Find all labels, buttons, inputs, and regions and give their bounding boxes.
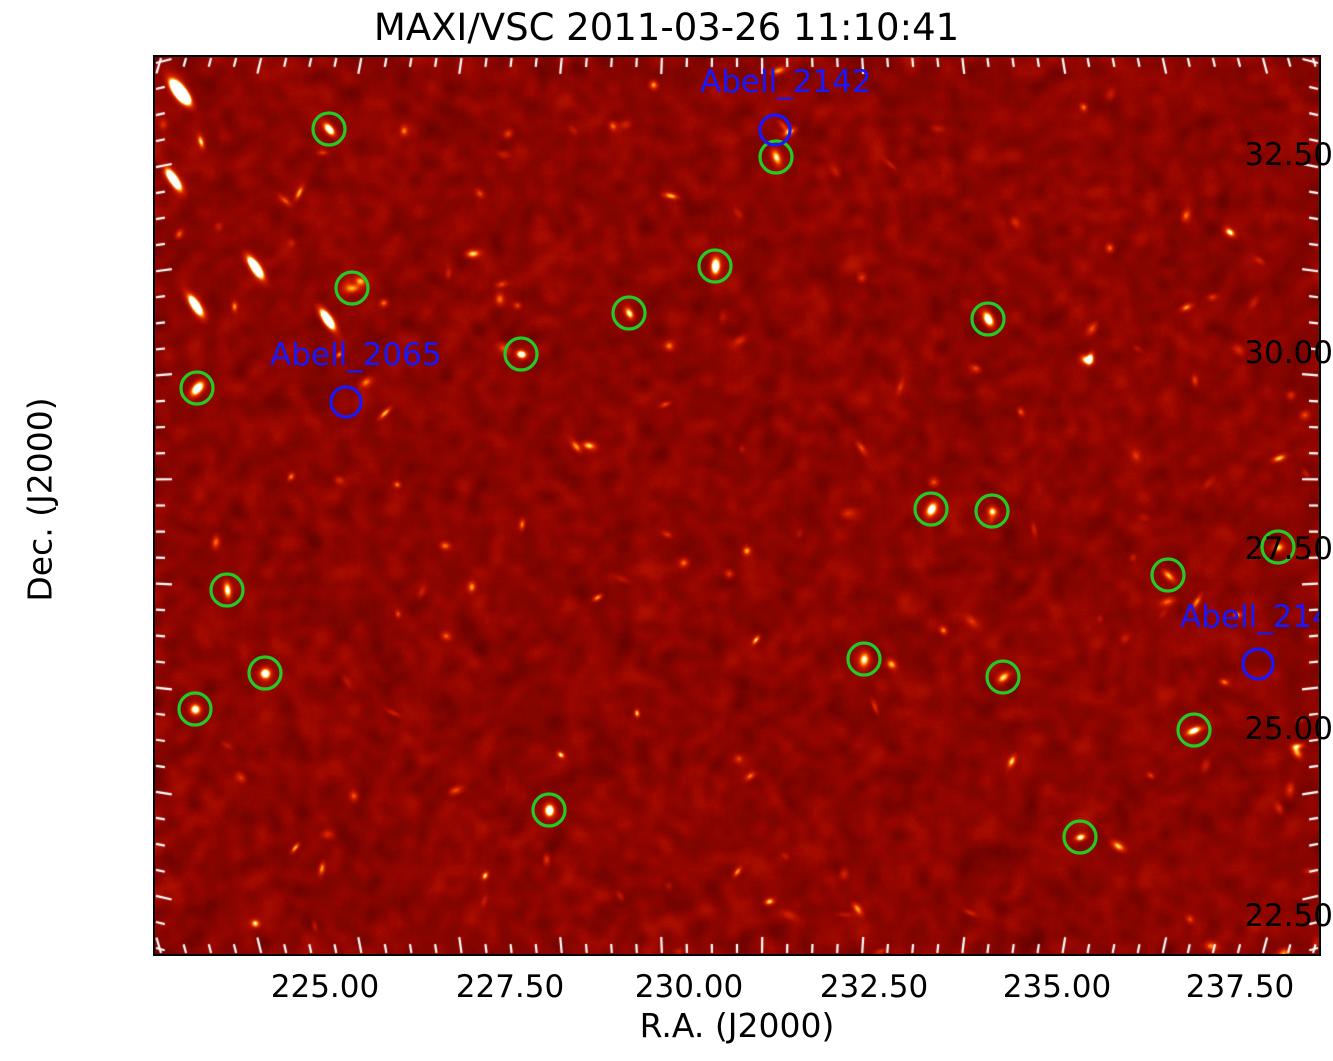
detected-source-marker[interactable] bbox=[247, 655, 283, 691]
detected-source-marker[interactable] bbox=[311, 111, 347, 147]
ytick-label-2: 27.50 bbox=[1244, 531, 1333, 567]
detected-source-marker[interactable] bbox=[177, 691, 213, 727]
detected-source-marker[interactable] bbox=[913, 491, 949, 527]
detected-source-marker[interactable] bbox=[334, 270, 370, 306]
ytick-label-3: 25.00 bbox=[1244, 711, 1333, 747]
sky-image-plot[interactable]: Abell_2142 Abell_2065 Abell_2147 bbox=[155, 57, 1319, 954]
detected-source-marker[interactable] bbox=[985, 659, 1021, 695]
detected-source-marker[interactable] bbox=[974, 493, 1010, 529]
ytick-label-0: 32.50 bbox=[1244, 137, 1333, 173]
source-overlay: Abell_2142 Abell_2065 Abell_2147 bbox=[177, 64, 1319, 855]
detected-source-marker[interactable] bbox=[209, 572, 245, 608]
detected-source-marker[interactable] bbox=[1260, 529, 1296, 565]
detected-source-marker[interactable] bbox=[697, 248, 733, 284]
cluster-marker-abell_2065[interactable] bbox=[329, 385, 363, 419]
cluster-label-abell_2142: Abell_2142 bbox=[700, 64, 872, 100]
xtick-label-5: 237.50 bbox=[1185, 969, 1295, 1005]
cluster-marker-abell_2142[interactable] bbox=[758, 113, 792, 147]
xtick-label-1: 227.50 bbox=[455, 969, 565, 1005]
ytick-label-4: 22.50 bbox=[1244, 898, 1333, 934]
ytick-label-1: 30.00 bbox=[1244, 335, 1333, 371]
detected-source-marker[interactable] bbox=[179, 370, 215, 406]
detected-source-marker[interactable] bbox=[970, 301, 1006, 337]
xtick-label-0: 225.00 bbox=[270, 969, 380, 1005]
detected-source-marker[interactable] bbox=[503, 336, 539, 372]
xray-sky-image bbox=[155, 57, 1319, 954]
page-title: MAXI/VSC 2011-03-26 11:10:41 bbox=[373, 6, 960, 49]
cluster-label-abell_2147: Abell_2147 bbox=[1180, 599, 1319, 635]
cluster-label-abell_2065: Abell_2065 bbox=[270, 337, 442, 373]
xtick-label-3: 232.50 bbox=[819, 969, 929, 1005]
detected-source-marker[interactable] bbox=[1062, 819, 1098, 855]
detected-source-marker[interactable] bbox=[1150, 557, 1186, 593]
x-axis-label: R.A. (J2000) bbox=[639, 1006, 835, 1045]
xtick-label-4: 235.00 bbox=[1002, 969, 1112, 1005]
detected-source-marker[interactable] bbox=[531, 792, 567, 828]
detected-source-marker[interactable] bbox=[846, 641, 882, 677]
y-axis-label: Dec. (J2000) bbox=[20, 397, 60, 602]
detected-source-marker[interactable] bbox=[611, 295, 647, 331]
cluster-marker-abell_2147[interactable] bbox=[1241, 647, 1275, 681]
detected-source-marker[interactable] bbox=[758, 139, 794, 175]
xtick-label-2: 230.00 bbox=[634, 969, 744, 1005]
detected-source-marker[interactable] bbox=[1176, 712, 1212, 748]
